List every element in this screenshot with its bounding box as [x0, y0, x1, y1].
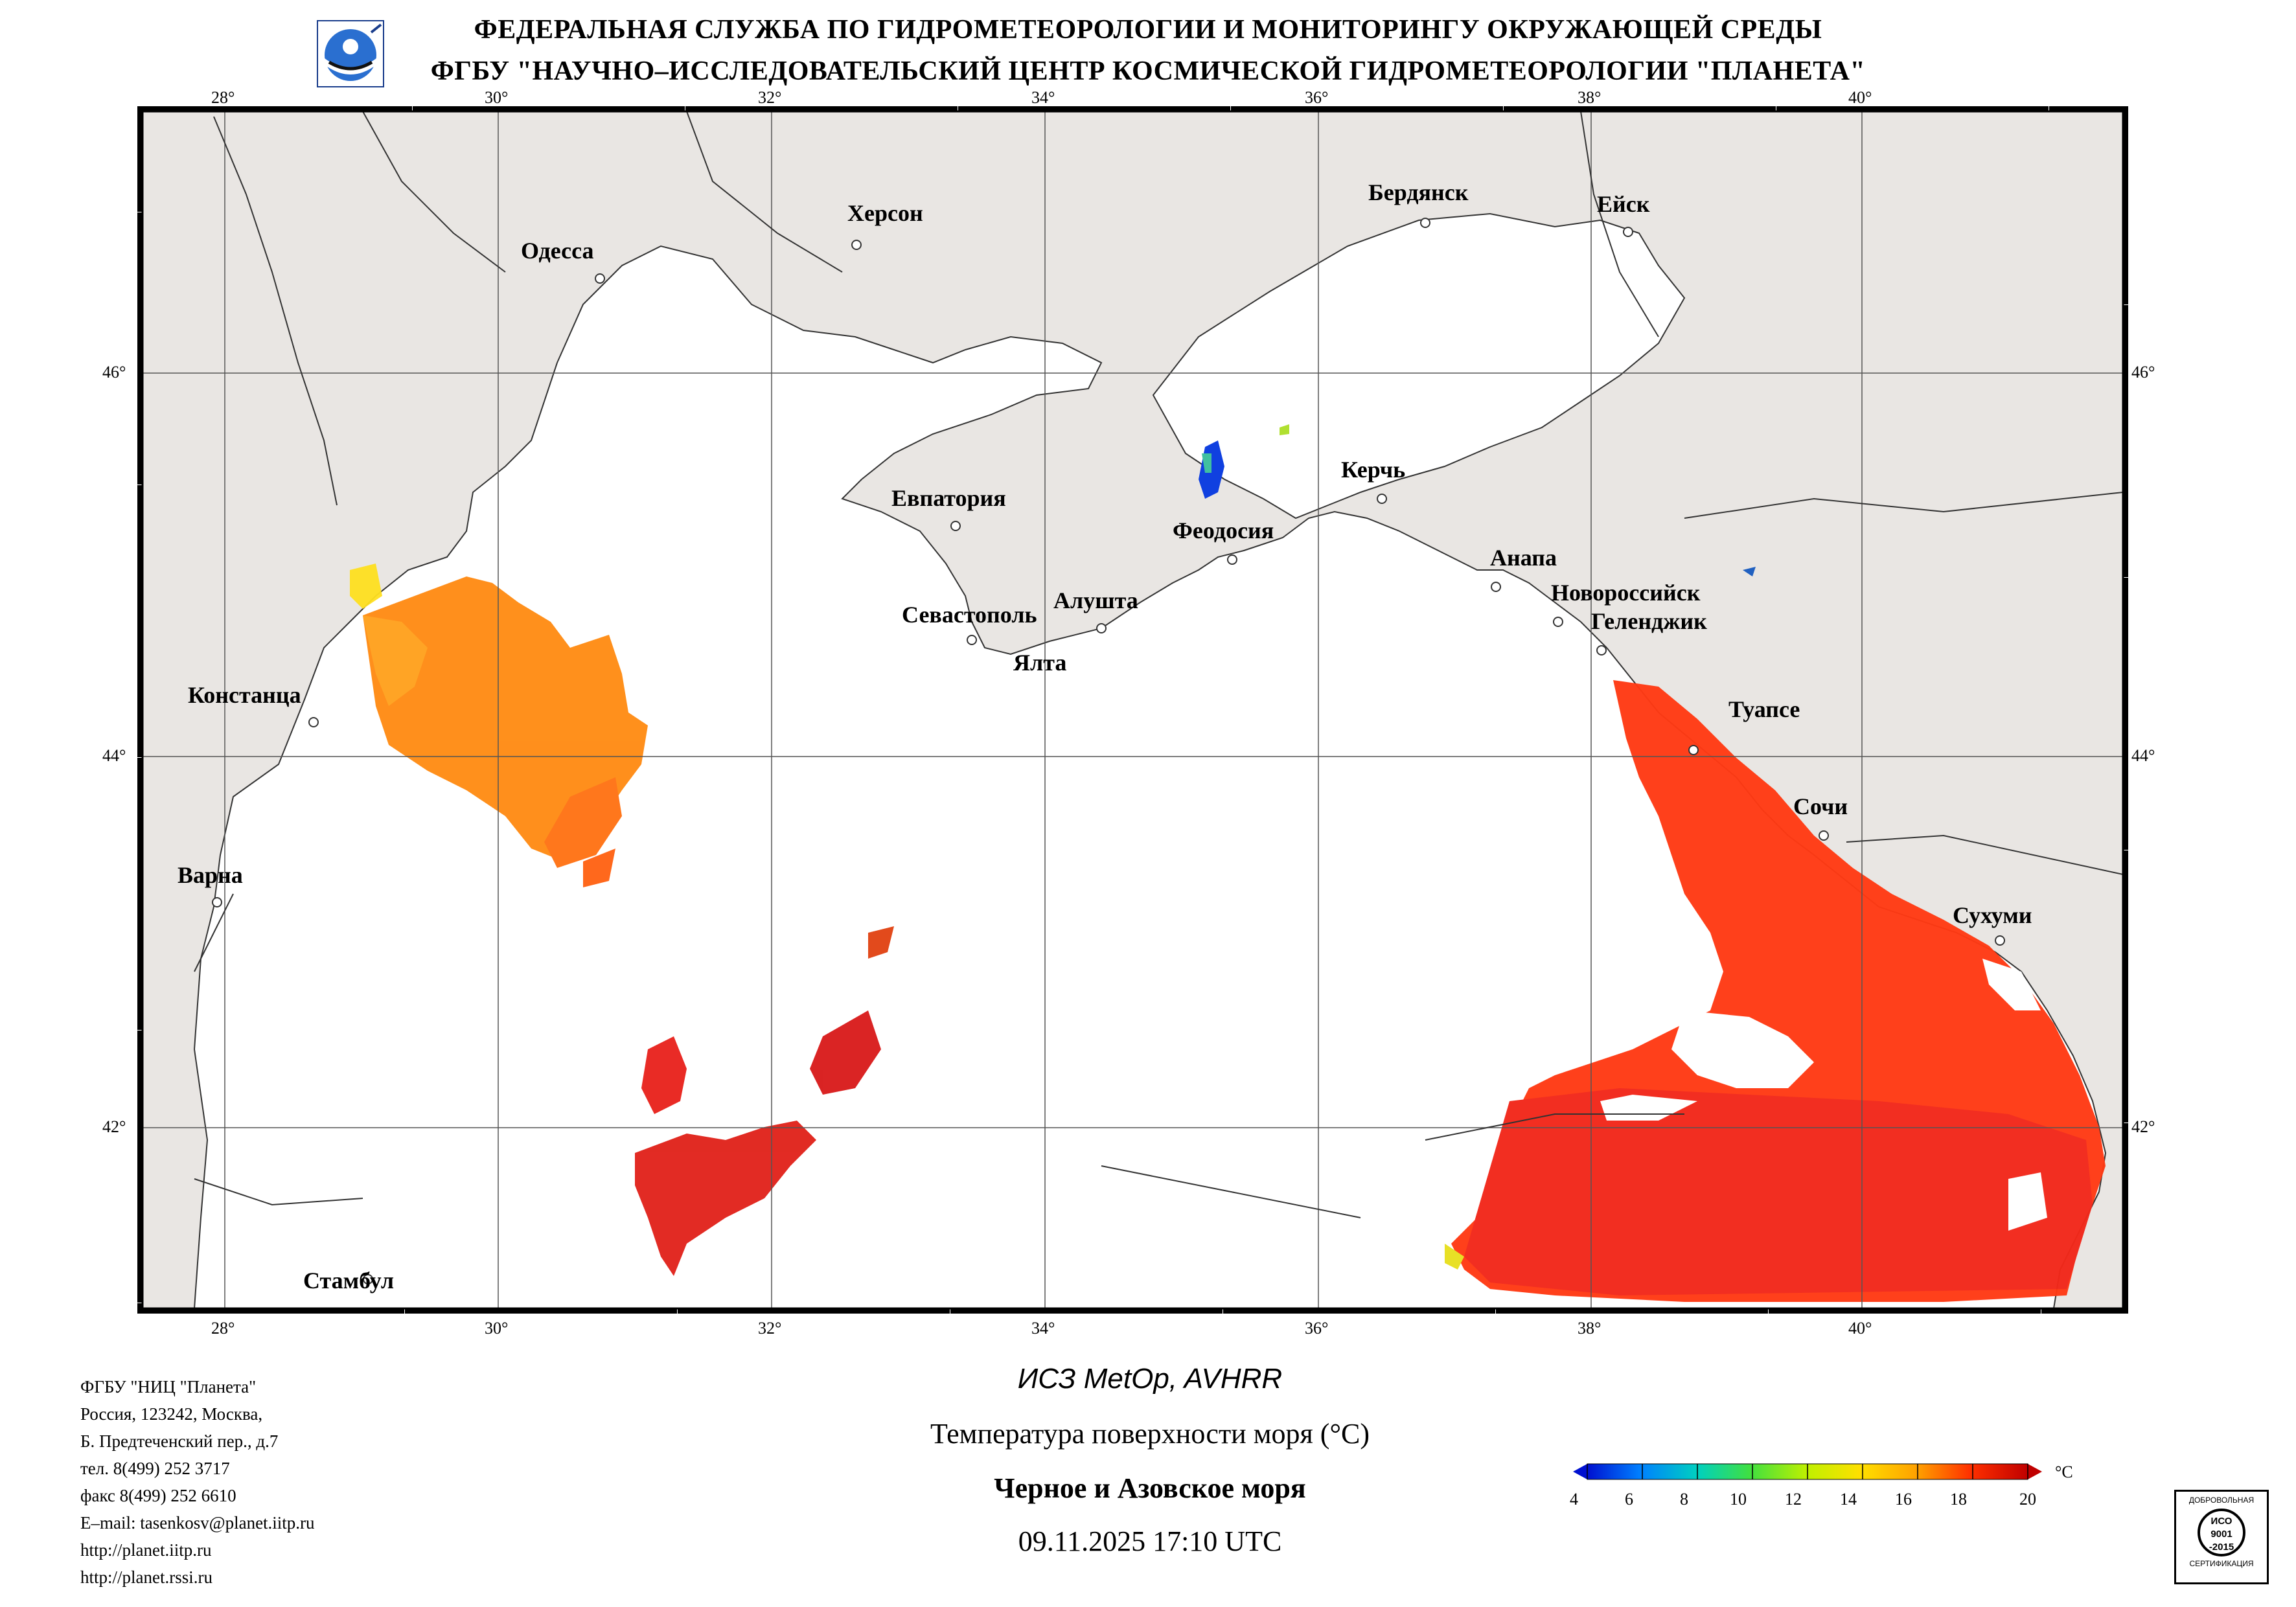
map-frame [137, 106, 2128, 1314]
sst-data-east [1445, 680, 2106, 1302]
info-line: факс 8(499) 252 6610 [80, 1486, 236, 1505]
lat-label-right: 44° [2131, 746, 2155, 765]
stamp-text: 9001 [2210, 1529, 2233, 1540]
graticule [143, 111, 2123, 1308]
city-label-constanta: Констанца [188, 682, 301, 708]
lat-label-left: 46° [102, 363, 126, 382]
colorbar-tick: 10 [1730, 1490, 1747, 1509]
city-label-varna: Варна [178, 862, 243, 888]
lon-label-bottom: 30° [485, 1319, 509, 1338]
city-label-yeysk: Ейск [1597, 191, 1650, 217]
info-line: Россия, 123242, Москва, [80, 1404, 263, 1424]
city-label-evpatoria: Евпатория [891, 485, 1006, 511]
sst-data-west [350, 564, 894, 1276]
lon-label-bottom: 40° [1848, 1319, 1872, 1338]
lon-label-bottom: 36° [1305, 1319, 1329, 1338]
lon-label-top: 34° [1031, 88, 1055, 107]
city-markers [212, 218, 2005, 1284]
stamp-text: ИСО [2210, 1516, 2233, 1527]
info-line: ФГБУ "НИЦ "Планета" [80, 1377, 257, 1396]
info-line: тел. 8(499) 252 3717 [80, 1459, 230, 1478]
azov-sea [1152, 212, 1686, 519]
iso-certificate-stamp: ДОБРОВОЛЬНАЯ ИСО 9001 -2015 СЕРТИФИКАЦИЯ [2174, 1490, 2269, 1584]
lat-label-left: 42° [102, 1117, 126, 1136]
colorbar-tick: 8 [1680, 1490, 1688, 1509]
country-borders [194, 111, 2123, 1218]
city-label-odessa: Одесса [521, 238, 594, 264]
info-line: E–mail: tasenkosv@planet.iitp.ru [80, 1513, 315, 1533]
city-label-sevastopol: Севастополь [902, 602, 1037, 628]
stamp-text: -2015 [2209, 1542, 2234, 1553]
city-label-berdyansk: Бердянск [1368, 179, 1469, 205]
header-title-line1: ФЕДЕРАЛЬНАЯ СЛУЖБА ПО ГИДРОМЕТЕОРОЛОГИИ … [474, 15, 1822, 45]
lon-label-top: 40° [1848, 88, 1872, 107]
city-label-yalta: Ялта [1013, 650, 1067, 676]
city-label-gelendzhik: Геленджик [1591, 608, 1707, 634]
colorbar-tick: 4 [1570, 1490, 1578, 1509]
city-label-sukhumi: Сухуми [1953, 902, 2032, 928]
stamp-text: ДОБРОВОЛЬНАЯ [2188, 1496, 2255, 1505]
parameter-caption: Температура поверхности моря (°С) [930, 1418, 1370, 1450]
lat-label-right: 42° [2131, 1117, 2155, 1136]
city-label-kherson: Херсон [847, 200, 923, 226]
lon-label-top: 28° [211, 88, 235, 107]
lat-label-right: 46° [2131, 363, 2155, 382]
planeta-logo [317, 20, 384, 87]
colorbar-tick: 6 [1625, 1490, 1633, 1509]
lon-label-bottom: 38° [1578, 1319, 1601, 1338]
city-label-istanbul: Стамбул [303, 1268, 395, 1294]
lon-label-top: 36° [1305, 88, 1329, 107]
city-label-sochi: Сочи [1793, 793, 1848, 819]
colorbar-unit: °С [2055, 1463, 2073, 1481]
colorbar-tick: 20 [2019, 1490, 2036, 1509]
city-label-tuapse: Туапсе [1728, 696, 1800, 722]
region-caption: Черное и Азовское моря [994, 1472, 1306, 1504]
datetime-caption: 09.11.2025 17:10 UTC [1018, 1525, 1282, 1557]
lon-label-top: 30° [485, 88, 509, 107]
lon-label-top: 32° [758, 88, 782, 107]
lat-label-left: 44° [102, 746, 126, 765]
stamp-text: СЕРТИФИКАЦИЯ [2189, 1559, 2254, 1568]
colorbar-tick: 18 [1950, 1490, 1967, 1509]
colorbar-tick: 16 [1895, 1490, 1912, 1509]
info-line: http://planet.rssi.ru [80, 1567, 212, 1587]
satellite-caption: ИСЗ MetOp, AVHRR [1017, 1363, 1283, 1395]
sst-data-kerch [1199, 424, 1756, 576]
lon-label-top: 38° [1578, 88, 1601, 107]
lon-label-bottom: 34° [1031, 1319, 1055, 1338]
stamp-circle: ИСО 9001 -2015 [2198, 1509, 2245, 1556]
city-label-anapa: Анапа [1490, 545, 1557, 571]
city-label-novorossiysk: Новороссийск [1551, 580, 1701, 606]
header-title-line2: ФГБУ "НАУЧНО–ИССЛЕДОВАТЕЛЬСКИЙ ЦЕНТР КОС… [430, 56, 1866, 86]
info-line: http://planet.iitp.ru [80, 1540, 212, 1560]
city-label-alushta: Алушта [1053, 587, 1138, 613]
colorbar-tick: 12 [1785, 1490, 1802, 1509]
organization-info: ФГБУ "НИЦ "Планета" Россия, 123242, Моск… [80, 1373, 315, 1591]
city-label-kerch: Керчь [1341, 457, 1406, 483]
colorbar-tick: 14 [1840, 1490, 1857, 1509]
lon-label-bottom: 28° [211, 1319, 235, 1338]
colorbar [1573, 1463, 2042, 1480]
city-label-feodosia: Феодосия [1173, 518, 1274, 543]
lon-label-bottom: 32° [758, 1319, 782, 1338]
info-line: Б. Предтеченский пер., д.7 [80, 1431, 279, 1451]
